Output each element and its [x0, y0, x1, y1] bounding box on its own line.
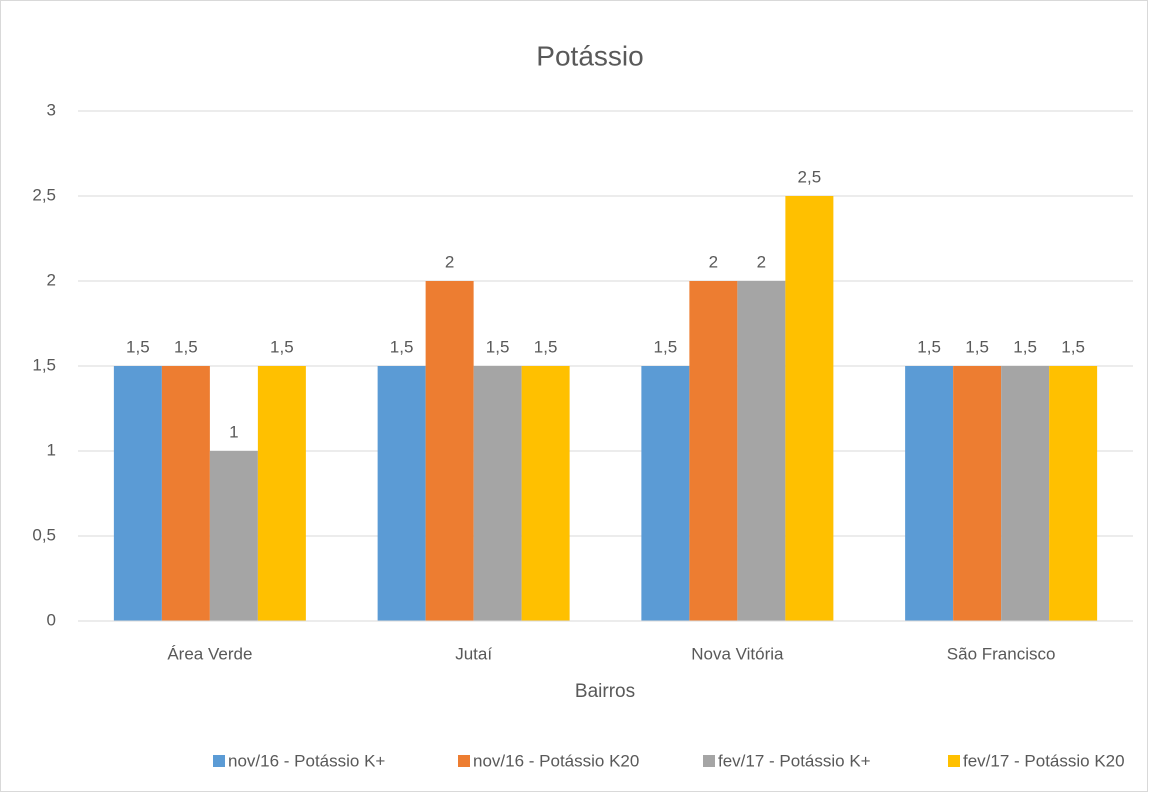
bar [953, 366, 1002, 621]
data-label: 1,5 [917, 337, 941, 356]
data-label: 1,5 [486, 337, 510, 356]
data-label: 1,5 [174, 337, 198, 356]
y-tick-label: 0,5 [32, 525, 56, 544]
bar [1001, 366, 1050, 621]
data-label: 1,5 [1061, 337, 1085, 356]
y-tick-label: 3 [47, 100, 56, 119]
y-tick-label: 2,5 [32, 185, 56, 204]
bar [425, 281, 474, 621]
bar [521, 366, 570, 621]
bar [209, 451, 258, 621]
bar [113, 366, 162, 621]
x-tick-label: São Francisco [947, 644, 1056, 663]
chart-title: Potássio [536, 40, 643, 71]
data-label: 1,5 [654, 337, 678, 356]
legend-swatch [948, 755, 960, 767]
bar [737, 281, 786, 621]
x-tick-label: Jutaí [455, 644, 492, 663]
y-tick-label: 2 [47, 270, 56, 289]
data-label: 2,5 [798, 167, 822, 186]
y-tick-label: 0 [47, 610, 56, 629]
legend-label: nov/16 - Potássio K+ [228, 751, 385, 770]
legend-label: nov/16 - Potássio K20 [473, 751, 639, 770]
x-tick-label: Nova Vitória [691, 644, 784, 663]
data-label: 1,5 [1013, 337, 1037, 356]
bar [905, 366, 954, 621]
data-label: 1,5 [390, 337, 414, 356]
bar [473, 366, 522, 621]
x-axis-label: Bairros [575, 681, 635, 702]
data-label: 2 [709, 252, 718, 271]
data-label: 1,5 [534, 337, 558, 356]
data-label: 1,5 [270, 337, 294, 356]
legend-swatch [703, 755, 715, 767]
bar [257, 366, 306, 621]
data-label: 1,5 [965, 337, 989, 356]
legend-label: fev/17 - Potássio K+ [718, 751, 871, 770]
bar [689, 281, 738, 621]
legend-swatch [458, 755, 470, 767]
y-tick-label: 1,5 [32, 355, 56, 374]
x-tick-label: Área Verde [167, 644, 252, 663]
bar [377, 366, 426, 621]
bar [641, 366, 690, 621]
data-label: 1,5 [126, 337, 150, 356]
bar [785, 196, 834, 621]
legend-swatch [213, 755, 225, 767]
data-label: 2 [757, 252, 766, 271]
legend-label: fev/17 - Potássio K20 [963, 751, 1125, 770]
y-tick-label: 1 [47, 440, 56, 459]
bar [161, 366, 210, 621]
bar [1049, 366, 1098, 621]
data-label: 1 [229, 422, 238, 441]
data-label: 2 [445, 252, 454, 271]
